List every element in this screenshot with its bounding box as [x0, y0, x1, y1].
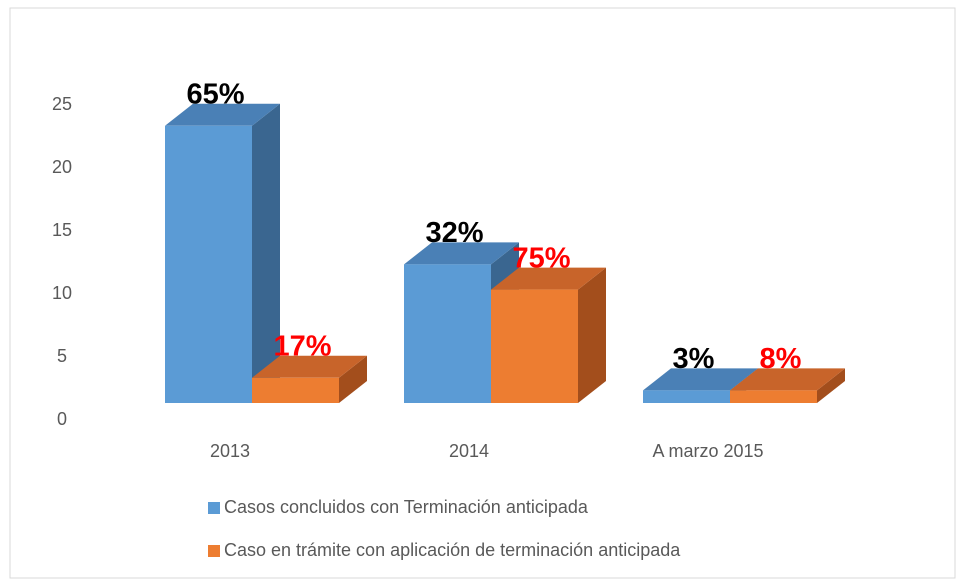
- y-tick-label: 10: [52, 283, 72, 303]
- data-label: 75%: [512, 242, 570, 274]
- bar-front: [252, 377, 339, 403]
- data-label: 8%: [760, 343, 802, 375]
- bar-top: [165, 103, 280, 126]
- data-label: 32%: [425, 217, 483, 249]
- bar: [165, 103, 280, 404]
- legend-label: Caso en trámite con aplicación de termin…: [224, 540, 681, 560]
- bar-top: [643, 368, 758, 391]
- data-label: 3%: [673, 343, 715, 375]
- bar-side: [252, 103, 280, 404]
- x-tick-label: A marzo 2015: [652, 441, 763, 461]
- bar-top: [730, 368, 845, 391]
- bar: [252, 355, 367, 403]
- bar-top: [252, 355, 367, 378]
- legend-swatch: [208, 545, 220, 557]
- x-tick-label: 2013: [210, 441, 250, 461]
- bar-side: [578, 267, 606, 403]
- bar: [730, 368, 845, 403]
- y-tick-label: 20: [52, 157, 72, 177]
- bar-front: [643, 390, 730, 403]
- legend-swatch: [208, 502, 220, 514]
- y-tick-label: 25: [52, 94, 72, 114]
- data-label: 17%: [273, 330, 331, 362]
- bar-top: [404, 242, 519, 265]
- bar-top: [491, 267, 606, 290]
- data-label: 65%: [186, 78, 244, 110]
- y-tick-label: 0: [57, 409, 67, 429]
- bar-side: [817, 368, 845, 403]
- bar-side: [339, 355, 367, 403]
- y-tick-label: 5: [57, 346, 67, 366]
- legend-label: Casos concluidos con Terminación anticip…: [224, 497, 589, 517]
- bar-front: [404, 264, 491, 403]
- bar-front: [491, 289, 578, 403]
- x-tick-label: 2014: [449, 441, 489, 461]
- bar: [491, 267, 606, 403]
- y-tick-label: 15: [52, 220, 72, 240]
- bar-front: [730, 390, 817, 403]
- bar-front: [165, 125, 252, 404]
